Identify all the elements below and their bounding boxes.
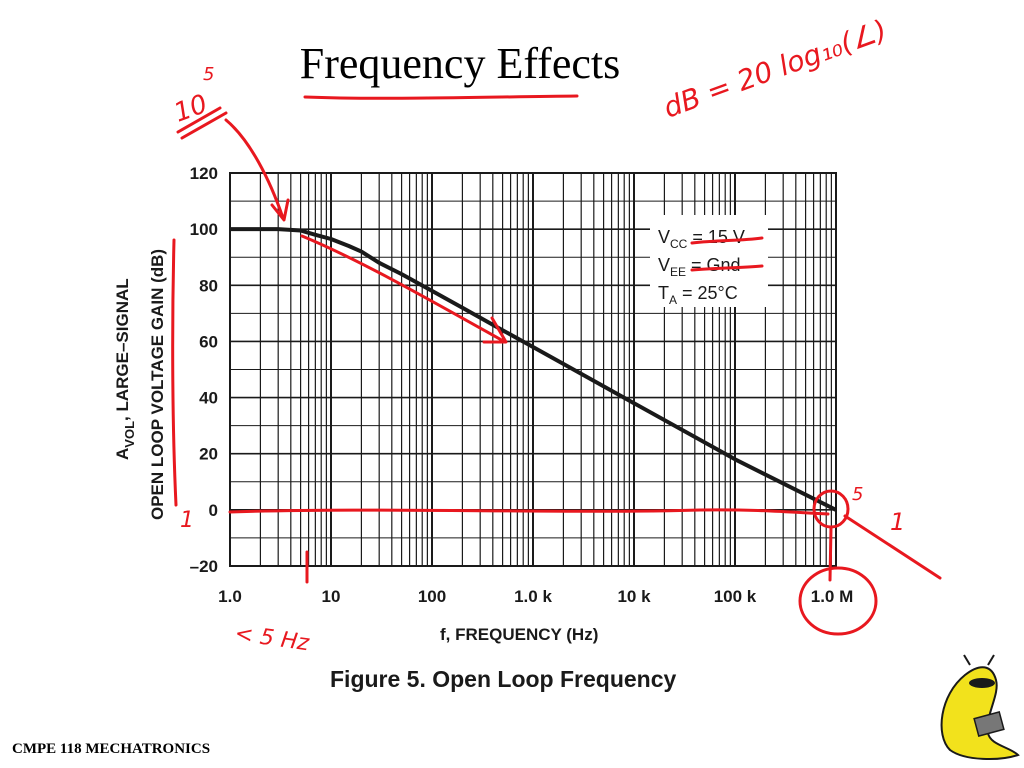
y-tick-label: –20 [190,557,218,576]
ink-tangent-line [843,514,942,580]
ink-power-of-ten: 10 [170,89,211,129]
x-tick-label: 1.0 [218,587,242,606]
ink-label-one-left: 1 [180,508,194,533]
banana-slug-mascot-icon [940,654,1020,761]
ink-exponent-5: 5 [203,64,214,85]
ink-arrow-to-curve-start [224,118,285,220]
ink-freq-note: < 5 Hz [233,621,311,656]
y-tick-labels: 120 100 80 60 40 20 0 –20 [190,164,218,576]
y-tick-label: 80 [199,276,218,295]
ink-arrow-head-1 [270,198,290,222]
y-tick-label: 120 [190,164,218,183]
x-axis-label: f, FREQUENCY (Hz) [440,625,598,644]
ink-label-one-right: 1 [890,508,905,536]
ink-arrow-head-2 [482,316,508,344]
x-tick-label: 10 k [617,587,651,606]
y-tick-label: 60 [199,332,218,351]
y-tick-label: 40 [199,389,218,408]
ink-exponent-5-right: 5 [852,484,863,505]
ink-1M-circle [798,566,878,636]
x-tick-label: 10 [322,587,341,606]
x-tick-labels: 1.0 10 100 1.0 k 10 k 100 k 1.0 M [218,587,853,606]
y-axis-label-line2: OPEN LOOP VOLTAGE GAIN (dB) [148,249,167,520]
x-tick-label: 100 k [714,587,757,606]
ink-title-underline [303,94,579,100]
slide-title: Frequency Effects [299,39,621,88]
x-tick-label: 1.0 k [514,587,552,606]
ink-vertical-gain-bracket [171,238,178,507]
slide-footer: CMPE 118 MECHATRONICS [12,741,211,757]
figure-caption: Figure 5. Open Loop Frequency [330,666,677,692]
y-tick-label: 0 [209,501,218,520]
ink-10-strikes [176,106,228,140]
ink-formula-underline [690,236,764,272]
condition-label: TA = 25°C [658,283,738,307]
y-axis-label-line1: AVOL, LARGE–SIGNAL [113,278,137,460]
series-group [230,227,837,512]
ink-zero-db-line [228,508,830,516]
y-tick-label: 100 [190,220,218,239]
ink-slope-trace [300,234,507,344]
ink-db-formula: dB = 20 log₁₀(∠) [659,13,891,124]
conditions-box [650,215,768,307]
x-tick-label: 1.0 M [811,587,854,606]
x-tick-label: 100 [418,587,446,606]
ink-crossover-stem [828,525,833,582]
y-tick-label: 20 [199,445,218,464]
series-line-0 [230,227,837,512]
